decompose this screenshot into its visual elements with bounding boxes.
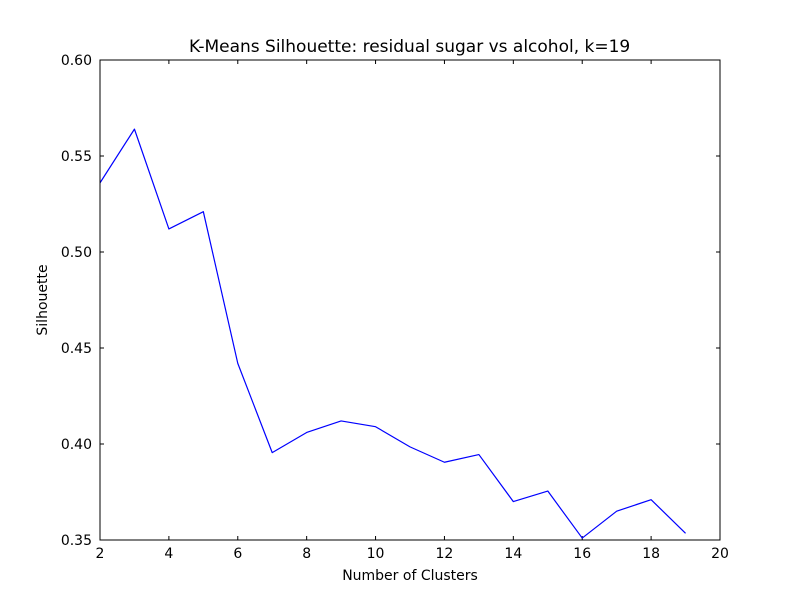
x-axis-label: Number of Clusters (342, 568, 478, 584)
plot-area (99, 128, 686, 539)
x-tick-label: 14 (504, 546, 522, 562)
y-tick-label: 0.40 (61, 437, 92, 453)
y-tick-label: 0.50 (61, 245, 92, 261)
y-tick-label: 0.45 (61, 341, 92, 357)
x-tick-label: 8 (302, 546, 311, 562)
x-tick-label: 2 (96, 546, 105, 562)
plot-frame (99, 59, 721, 541)
x-tick-label: 4 (164, 546, 173, 562)
x-tick-label: 16 (573, 546, 591, 562)
x-tick-label: 12 (436, 546, 454, 562)
x-tick-label: 10 (367, 546, 385, 562)
series-line (99, 128, 686, 539)
y-tick-label: 0.60 (61, 53, 92, 69)
y-tick-label: 0.35 (61, 533, 92, 549)
x-tick-label: 6 (233, 546, 242, 562)
y-tick-label: 0.55 (61, 149, 92, 165)
x-tick-label: 20 (711, 546, 729, 562)
x-tick-label: 18 (642, 546, 660, 562)
y-axis-label: Silhouette (35, 264, 51, 335)
chart-title: K-Means Silhouette: residual sugar vs al… (189, 37, 630, 57)
ticks-layer: 2 4 6 8 10 12 14 16 18 20 0.35 0.40 0.45 0.50 0.55 0.60 (61, 53, 729, 562)
